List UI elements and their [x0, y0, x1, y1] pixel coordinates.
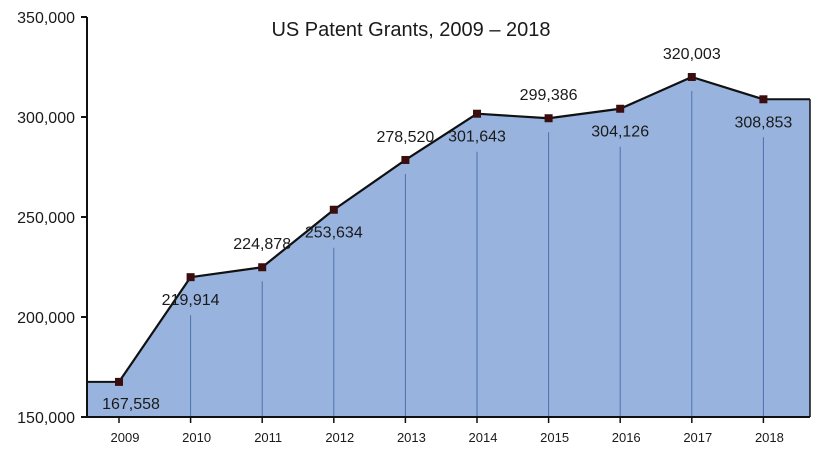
marker-2010 [186, 273, 195, 282]
area-layer [87, 76, 810, 417]
area-fill [87, 76, 810, 417]
data-label-2011: 224,878 [233, 236, 291, 253]
y-tick-label-300000: 300,000 [17, 110, 75, 127]
data-label-2013: 278,520 [376, 129, 434, 146]
y-tick-label-200000: 200,000 [17, 310, 75, 327]
marker-2012 [329, 205, 338, 214]
marker-2017 [687, 72, 696, 81]
x-tick-label-2015: 2015 [540, 430, 569, 445]
marker-2011 [258, 263, 267, 272]
dropline-layer [190, 90, 764, 417]
label-layer: 167,558 219,914 224,878 253,634 278,520 301,6… [102, 46, 792, 413]
data-label-2012: 253,634 [305, 225, 363, 242]
x-tick-label-2018: 2018 [755, 430, 784, 445]
x-tick-label-2017: 2017 [683, 430, 712, 445]
chart-title: US Patent Grants, 2009 – 2018 [271, 19, 550, 41]
data-label-2014: 301,643 [448, 129, 506, 146]
x-tick-label-2010: 2010 [182, 430, 211, 445]
marker-2018 [759, 95, 768, 104]
line-layer [87, 75, 811, 417]
y-tick-label-150000: 150,000 [17, 410, 75, 427]
data-label-2009: 167,558 [102, 396, 160, 413]
data-label-2015: 299,386 [520, 87, 578, 104]
marker-2014 [473, 109, 481, 118]
marker-2009 [115, 377, 123, 386]
data-label-2016: 304,126 [591, 124, 649, 141]
data-label-2017: 320,003 [663, 46, 721, 63]
y-tick-label-250000: 250,000 [17, 210, 75, 227]
marker-2016 [616, 104, 625, 113]
axis-layer: 150,000 200,000 250,000 300,000 350,000 2009 2… [17, 10, 810, 445]
x-tick-label-2016: 2016 [612, 430, 641, 445]
data-label-2018: 308,853 [734, 114, 792, 131]
series-line [118, 75, 764, 383]
x-tick-label-2009: 2009 [111, 430, 140, 445]
marker-2013 [401, 155, 410, 164]
y-tick-label-350000: 350,000 [17, 10, 75, 27]
x-tick-label-2013: 2013 [397, 430, 426, 445]
data-label-2010: 219,914 [162, 292, 220, 309]
marker-layer [115, 72, 768, 386]
x-tick-label-2011: 2011 [254, 430, 282, 445]
x-tick-label-2014: 2014 [469, 430, 498, 445]
marker-2015 [544, 114, 553, 123]
x-tick-label-2012: 2012 [325, 430, 354, 445]
